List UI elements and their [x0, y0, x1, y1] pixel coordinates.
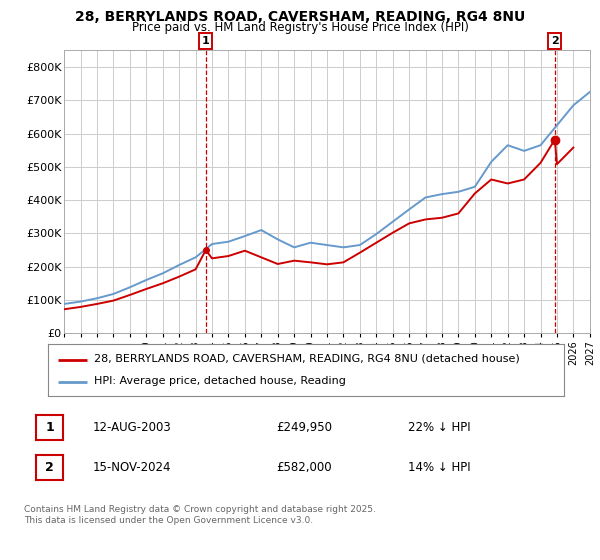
Text: 2: 2 [551, 36, 559, 46]
Text: 28, BERRYLANDS ROAD, CAVERSHAM, READING, RG4 8NU (detached house): 28, BERRYLANDS ROAD, CAVERSHAM, READING,… [94, 354, 520, 364]
Text: 14% ↓ HPI: 14% ↓ HPI [408, 461, 470, 474]
Text: HPI: Average price, detached house, Reading: HPI: Average price, detached house, Read… [94, 376, 346, 386]
Text: £582,000: £582,000 [276, 461, 332, 474]
Text: 1: 1 [202, 36, 209, 46]
Text: £249,950: £249,950 [276, 421, 332, 434]
Text: Price paid vs. HM Land Registry's House Price Index (HPI): Price paid vs. HM Land Registry's House … [131, 21, 469, 34]
Text: 1: 1 [45, 421, 54, 434]
Text: 2: 2 [45, 461, 54, 474]
Text: 15-NOV-2024: 15-NOV-2024 [93, 461, 172, 474]
Text: 28, BERRYLANDS ROAD, CAVERSHAM, READING, RG4 8NU: 28, BERRYLANDS ROAD, CAVERSHAM, READING,… [75, 10, 525, 24]
Text: 12-AUG-2003: 12-AUG-2003 [93, 421, 172, 434]
Text: Contains HM Land Registry data © Crown copyright and database right 2025.
This d: Contains HM Land Registry data © Crown c… [24, 505, 376, 525]
Text: 22% ↓ HPI: 22% ↓ HPI [408, 421, 470, 434]
